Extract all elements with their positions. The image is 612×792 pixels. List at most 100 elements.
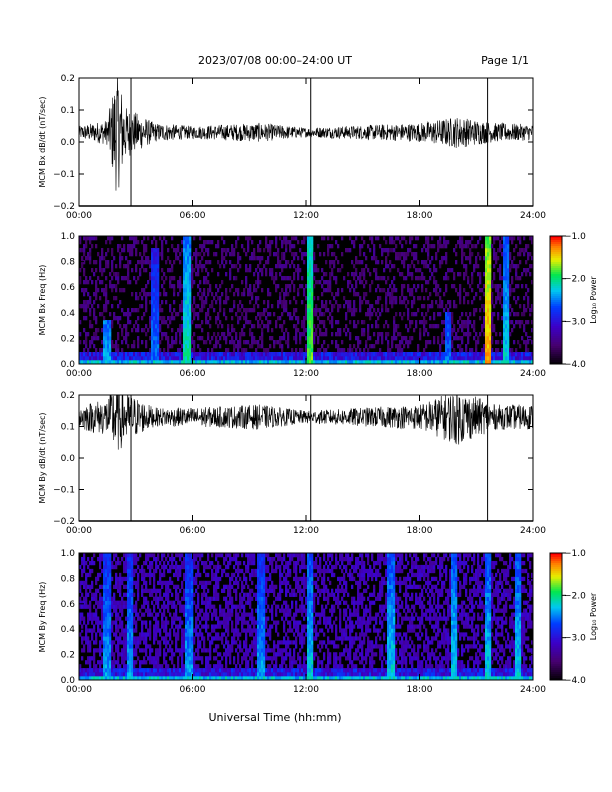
heatmap-cell [143,288,146,293]
heatmap-cell [179,360,182,365]
heatmap-cell [337,268,340,273]
heatmap-cell [91,244,94,249]
heatmap-cell [323,320,326,325]
heatmap-cell [189,340,192,345]
heatmap-cell [127,553,130,558]
heatmap-cell [189,280,192,285]
heatmap-cell [251,292,254,297]
heatmap-cell [209,652,212,657]
heatmap-cell [193,580,196,586]
heatmap-cell [507,300,510,305]
heatmap-cell [135,676,138,681]
heatmap-cell [183,276,186,281]
heatmap-cell [335,240,338,245]
heatmap-cell [419,276,422,281]
heatmap-cell [523,360,526,365]
heatmap-cell [187,256,190,261]
heatmap-cell [205,592,208,597]
heatmap-cell [211,668,214,673]
heatmap-cell [157,676,160,681]
heatmap-cell [165,588,168,593]
heatmap-cell [421,312,424,317]
heatmap-cell [97,600,100,605]
heatmap-cell [163,348,166,353]
heatmap-cell [527,268,530,273]
heatmap-cell [203,612,206,617]
heatmap-cell [215,568,218,574]
heatmap-cell [149,336,152,341]
heatmap-cell [317,268,320,273]
heatmap-cell [403,256,406,261]
heatmap-cell [143,360,146,365]
heatmap-cell [213,612,216,617]
heatmap-cell [493,236,496,241]
heatmap-cell [127,624,130,629]
heatmap-cell [87,348,90,353]
heatmap-cell [201,648,204,653]
heatmap-cell [111,356,114,361]
heatmap-cell [311,320,314,325]
heatmap-cell [143,572,146,578]
heatmap-cell [243,360,246,365]
heatmap-cell [405,336,408,341]
heatmap-cell [363,352,366,357]
heatmap-cell [387,248,390,253]
heatmap-cell [439,344,442,349]
heatmap-cell [147,280,150,285]
heatmap-cell [133,668,136,673]
heatmap-cell [155,260,158,265]
heatmap-cell [413,356,416,361]
heatmap-cell [507,312,510,317]
heatmap-cell [469,248,472,253]
by-dbdt-x-axis: 00:00 06:00 12:00 18:00 24:00 [66,395,546,536]
heatmap-cell [205,668,208,673]
heatmap-cell [407,264,410,269]
heatmap-cell [375,276,378,281]
heatmap-cell [415,360,418,365]
heatmap-cell [439,236,442,241]
heatmap-cell [353,304,356,309]
heatmap-cell [255,316,258,321]
heatmap-cell [461,260,464,265]
heatmap-cell [519,320,522,325]
heatmap-cell [385,240,388,245]
heatmap-cell [347,356,350,361]
heatmap-cell [357,360,360,365]
heatmap-cell [157,324,160,329]
heatmap-cell [121,600,124,605]
heatmap-cell [391,264,394,269]
heatmap-cell [163,352,166,357]
heatmap-cell [307,332,310,337]
heatmap-cell [503,288,506,293]
heatmap-cell [175,596,178,601]
heatmap-cell [479,272,482,277]
heatmap-cell [187,332,190,337]
heatmap-cell [149,676,152,681]
heatmap-cell [505,336,508,341]
heatmap-cell [461,352,464,357]
heatmap-cell [127,308,130,313]
heatmap-cell [105,360,108,365]
heatmap-cell [105,588,108,593]
heatmap-cell [205,584,208,590]
heatmap-cell [87,616,90,621]
heatmap-cell [281,300,284,305]
heatmap-cell [531,304,534,309]
heatmap-cell [79,596,82,601]
heatmap-cell [485,304,488,309]
heatmap-cell [477,356,480,361]
heatmap-cell [101,616,104,621]
heatmap-cell [201,268,204,273]
heatmap-cell [301,360,304,365]
y-tick-label: 0.1 [61,106,75,116]
heatmap-cell [351,352,354,357]
heatmap-cell [125,668,128,673]
heatmap-cell [115,348,118,353]
heatmap-cell [83,288,86,293]
heatmap-cell [167,356,170,361]
heatmap-cell [127,648,130,653]
heatmap-cell [421,304,424,309]
heatmap-cell [143,244,146,249]
heatmap-cell [183,340,186,345]
heatmap-cell [279,260,282,265]
